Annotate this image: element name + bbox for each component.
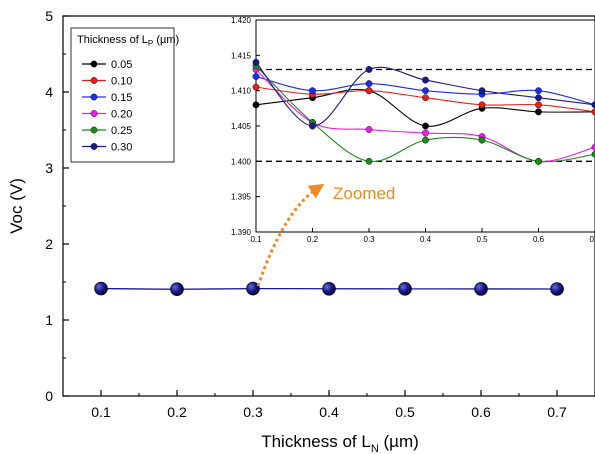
inset-y-tick-label: 1.390 <box>231 228 252 237</box>
main-x-tick-label: 0.1 <box>91 404 111 420</box>
inset-data-point <box>365 126 373 133</box>
inset-y-tick-label: 1.395 <box>231 193 252 202</box>
legend-title-subscript: P <box>148 39 153 48</box>
legend-title: Thickness of LP (µm) <box>77 34 179 48</box>
y-axis-label: Voc (V) <box>7 178 26 234</box>
legend-box <box>70 27 175 163</box>
main-y-ticks: 0 1 2 3 4 5 <box>45 8 69 404</box>
inset-data-point <box>422 136 429 144</box>
inset-data-point <box>478 101 486 109</box>
main-data-point <box>550 282 564 296</box>
inset-x-tick-label: 0.4 <box>420 235 432 244</box>
main-x-tick-label: 0.3 <box>243 404 263 420</box>
inset-data-point <box>252 83 260 91</box>
inset-y-tick-label: 1.415 <box>231 51 252 60</box>
zoom-label: Zoomed <box>333 184 395 203</box>
inset-x-tick-label: 0.2 <box>307 235 319 244</box>
inset-data-point <box>422 76 429 84</box>
inset-data-point <box>365 87 373 95</box>
inset-data-point <box>365 80 373 88</box>
inset-data-point <box>365 157 373 165</box>
inset-data-point <box>535 94 542 102</box>
main-data-point <box>94 281 108 296</box>
main-y-tick-label: 0 <box>45 388 53 404</box>
inset-y-tick-label: 1.410 <box>231 87 252 96</box>
legend-swatch-marker <box>90 143 98 150</box>
main-x-tick-label: 0.7 <box>547 404 567 420</box>
legend-swatch-marker <box>90 126 98 134</box>
x-axis-label-main: Thickness of L <box>261 432 371 451</box>
inset-x-ticks: 0.1 0.2 0.3 0.4 0.5 0.6 0.7 <box>250 228 595 244</box>
main-chart: 0 1 2 3 4 5 0.1 0.2 0.3 0.4 0.5 0.6 0.7 Voc (V) Thi… <box>7 8 595 454</box>
inset-data-point <box>309 87 316 95</box>
inset-data-point <box>309 122 316 130</box>
inset-data-point <box>422 94 429 102</box>
main-y-tick-label: 2 <box>45 236 53 252</box>
inset-data-point <box>535 101 542 109</box>
legend-swatch-marker <box>90 60 98 68</box>
inset-series <box>252 59 595 165</box>
x-axis-label-subscript: N <box>371 443 379 454</box>
main-y-tick-label: 4 <box>45 84 53 100</box>
legend-swatch-marker <box>90 93 98 101</box>
main-y-tick-label: 3 <box>45 160 53 176</box>
main-y-tick-label: 5 <box>45 8 53 24</box>
inset-y-ticks: 1.390 1.395 1.400 1.405 1.410 1.415 1.420 <box>231 16 260 237</box>
legend: Thickness of LP (µm) 0.05 0.10 0.15 0.20 0.2… <box>70 27 179 163</box>
legend-label: 0.15 <box>111 92 132 104</box>
inset-data-point <box>422 87 429 95</box>
main-x-tick-label: 0.2 <box>167 404 187 420</box>
main-data-point <box>322 281 336 296</box>
inset-data-point <box>535 108 542 116</box>
main-x-tick-label: 0.5 <box>395 404 415 420</box>
legend-items: 0.05 0.10 0.15 0.20 0.25 0.30 <box>82 59 132 154</box>
main-x-tick-label: 0.6 <box>471 404 491 420</box>
main-series <box>94 281 564 297</box>
zoom-annotation: Zoomed <box>256 183 395 287</box>
main-x-ticks: 0.1 0.2 0.3 0.4 0.5 0.6 0.7 <box>91 390 567 420</box>
inset-y-tick-label: 1.420 <box>231 16 252 25</box>
legend-title-main: Thickness of L <box>77 34 148 46</box>
zoom-arrow <box>256 183 325 287</box>
inset-data-point <box>365 66 373 73</box>
legend-label: 0.05 <box>111 59 132 71</box>
main-data-point <box>398 282 412 296</box>
main-data-point <box>170 282 184 297</box>
x-axis-label-unit: (µm) <box>379 432 419 451</box>
inset-data-point <box>252 73 260 80</box>
inset-x-tick-label: 0.1 <box>250 235 262 244</box>
main-data-point <box>246 281 260 296</box>
x-axis-label: Thickness of LN (µm) <box>261 432 419 454</box>
inset-x-tick-label: 0.5 <box>476 235 488 244</box>
inset-x-tick-label: 0.7 <box>589 235 595 244</box>
inset-x-tick-label: 0.3 <box>363 235 375 244</box>
inset-data-point <box>478 87 486 95</box>
legend-swatch-marker <box>90 77 98 84</box>
inset-data-point <box>535 157 542 165</box>
inset-data-point <box>422 122 429 130</box>
main-data-point <box>474 282 488 296</box>
inset-y-tick-label: 1.405 <box>231 122 252 131</box>
legend-label: 0.20 <box>111 109 132 121</box>
inset-data-point <box>252 101 260 109</box>
legend-label: 0.10 <box>111 76 132 88</box>
inset-data-point <box>252 59 260 66</box>
legend-label: 0.30 <box>111 142 132 154</box>
inset-data-point <box>478 136 486 144</box>
inset-data-point <box>535 87 542 95</box>
main-y-tick-label: 1 <box>45 312 53 328</box>
legend-title-unit: (µm) <box>153 34 179 46</box>
main-x-tick-label: 0.4 <box>319 404 339 420</box>
legend-swatch-marker <box>90 110 98 117</box>
inset-data-point <box>422 129 429 137</box>
inset-y-tick-label: 1.400 <box>231 157 252 166</box>
inset-x-tick-label: 0.6 <box>533 235 545 244</box>
legend-label: 0.25 <box>111 125 132 137</box>
